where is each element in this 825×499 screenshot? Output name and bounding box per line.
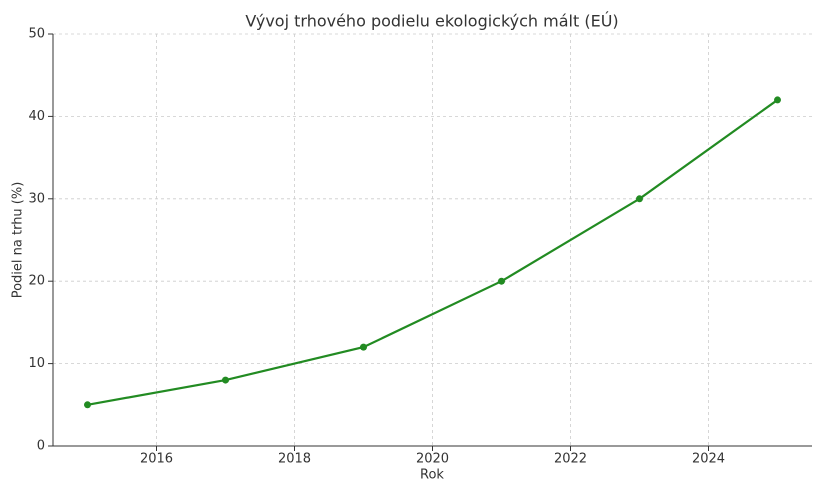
- data-point: [774, 96, 781, 104]
- data-line: [87, 99, 779, 406]
- y-tick-label: 0: [37, 439, 45, 454]
- x-tick-label: 2018: [278, 452, 311, 467]
- y-tick-label: 20: [28, 274, 45, 289]
- data-point: [360, 343, 367, 351]
- x-tick-label: 2022: [554, 452, 587, 467]
- y-tick-label: 30: [28, 191, 45, 206]
- x-tick-label: 2016: [140, 452, 173, 467]
- data-point: [84, 401, 91, 409]
- chart-title: Vývoj trhového podielu ekologických mált…: [245, 12, 618, 31]
- y-tick-label: 50: [28, 27, 45, 42]
- y-tick-label: 40: [28, 109, 45, 124]
- x-axis-label: Rok: [420, 468, 444, 483]
- data-point: [636, 195, 643, 203]
- x-tick-label: 2020: [416, 452, 449, 467]
- y-axis-label: Podiel na trhu (%): [11, 182, 26, 299]
- data-point: [222, 376, 229, 384]
- x-tick-label: 2024: [692, 452, 725, 467]
- data-point: [498, 277, 505, 285]
- y-tick-label: 10: [28, 356, 45, 371]
